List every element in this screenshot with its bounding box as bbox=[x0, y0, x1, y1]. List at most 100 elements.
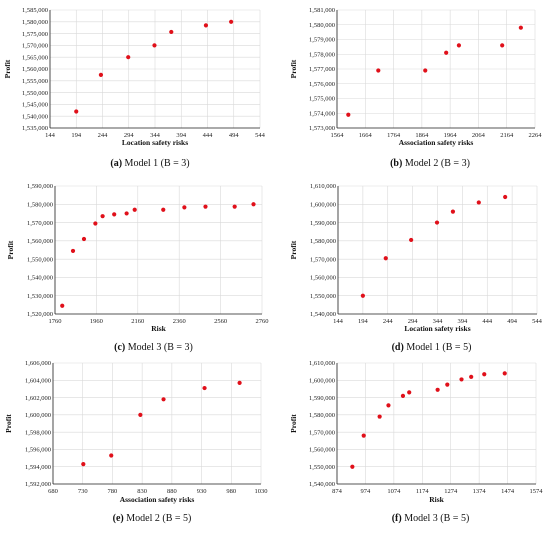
data-point bbox=[459, 377, 464, 382]
y-tick-label: 1,610,000 bbox=[310, 183, 336, 190]
data-point bbox=[132, 207, 137, 212]
x-tick-label: 780 bbox=[108, 488, 118, 495]
data-point bbox=[360, 293, 365, 298]
y-tick-label: 1,580,000 bbox=[309, 412, 335, 419]
data-point bbox=[169, 29, 174, 35]
y-tick-label: 1,560,000 bbox=[27, 238, 53, 245]
data-point bbox=[400, 393, 406, 398]
data-point bbox=[518, 25, 523, 30]
panel-caption-text: Model 2 (B = 5) bbox=[124, 513, 192, 524]
data-point bbox=[386, 403, 391, 408]
data-point bbox=[161, 207, 166, 212]
y-tick-label: 1,574,000 bbox=[309, 110, 335, 117]
data-point bbox=[251, 202, 256, 207]
data-point bbox=[70, 248, 76, 254]
x-axis-label: Risk bbox=[151, 324, 166, 333]
y-axis-label: Profit bbox=[3, 59, 12, 78]
panel-caption-text: Model 1 (B = 5) bbox=[404, 342, 472, 353]
x-tick-label: 244 bbox=[98, 132, 109, 139]
x-tick-label: 444 bbox=[482, 318, 493, 325]
x-tick-label: 2560 bbox=[214, 318, 227, 325]
data-point bbox=[482, 372, 487, 377]
data-point bbox=[500, 43, 505, 48]
y-tick-label: 1,578,000 bbox=[309, 51, 335, 58]
y-tick-label: 1,590,000 bbox=[310, 220, 336, 227]
data-point bbox=[476, 200, 481, 205]
y-tick-label: 1,565,000 bbox=[22, 54, 48, 61]
y-tick-label: 1,570,000 bbox=[22, 43, 48, 50]
panel-caption-letter: (c) bbox=[114, 342, 125, 353]
x-tick-label: 2160 bbox=[131, 318, 144, 325]
y-tick-label: 1,590,000 bbox=[27, 183, 53, 190]
y-tick-label: 1,540,000 bbox=[310, 311, 336, 318]
panel-caption-letter: (f) bbox=[392, 513, 402, 524]
x-tick-label: 494 bbox=[229, 132, 240, 139]
y-tick-label: 1,600,000 bbox=[309, 377, 335, 384]
y-tick-label: 1,590,000 bbox=[309, 395, 335, 402]
panel-caption-letter: (d) bbox=[392, 342, 404, 353]
x-axis-label: Association safety risks bbox=[399, 138, 474, 147]
x-tick-label: 874 bbox=[332, 488, 343, 495]
x-tick-label: 144 bbox=[333, 318, 344, 325]
y-tick-label: 1,555,000 bbox=[22, 78, 48, 85]
x-tick-label: 344 bbox=[433, 318, 444, 325]
y-tick-label: 1,560,000 bbox=[309, 447, 335, 454]
data-point bbox=[126, 55, 131, 60]
y-tick-label: 1,580,000 bbox=[309, 22, 335, 29]
x-tick-label: 880 bbox=[167, 488, 177, 495]
y-tick-label: 1,580,000 bbox=[310, 238, 336, 245]
x-tick-label: 1664 bbox=[359, 132, 373, 139]
chart-panel-4: 144 194 244 294 344 394 444 494 544 1,540,000 1,55… bbox=[289, 183, 543, 353]
y-tick-label: 1,540,000 bbox=[22, 113, 48, 120]
x-tick-label: 344 bbox=[150, 132, 161, 139]
panel-caption-text: Model 1 (B = 3) bbox=[122, 158, 190, 169]
data-point bbox=[409, 237, 414, 243]
chart-panel-2: 1564 1664 1764 1864 1964 2064 2164 2264 1,573,00… bbox=[289, 7, 542, 169]
data-point bbox=[502, 371, 507, 376]
y-tick-label: 1,550,000 bbox=[309, 464, 335, 471]
y-axis-label: Profit bbox=[6, 240, 15, 259]
data-point bbox=[202, 385, 207, 391]
y-tick-label: 1,520,000 bbox=[27, 311, 53, 318]
y-tick-label: 1,594,000 bbox=[25, 464, 51, 471]
y-tick-label: 1,600,000 bbox=[25, 412, 51, 419]
data-point bbox=[232, 204, 237, 209]
x-tick-label: 730 bbox=[78, 488, 88, 495]
x-axis-label: Location safety risks bbox=[404, 324, 470, 333]
x-tick-label: 544 bbox=[532, 318, 543, 325]
x-tick-label: 1864 bbox=[415, 132, 429, 139]
panel-caption: (f) Model 3 (B = 5) bbox=[392, 513, 470, 524]
data-point bbox=[346, 112, 351, 117]
data-point bbox=[407, 390, 412, 395]
x-tick-label: 974 bbox=[361, 488, 372, 495]
data-point bbox=[229, 19, 234, 24]
y-axis-label: Profit bbox=[4, 414, 13, 433]
panel-caption: (a) Model 1 (B = 3) bbox=[110, 158, 189, 169]
x-axis-label: Association safety risks bbox=[120, 495, 195, 504]
y-axis-label: Profit bbox=[289, 240, 298, 259]
panel-caption-text: Model 2 (B = 3) bbox=[402, 158, 470, 169]
x-tick-label: 144 bbox=[45, 132, 56, 139]
x-tick-label: 980 bbox=[226, 488, 236, 495]
y-tick-label: 1,570,000 bbox=[310, 256, 336, 263]
y-tick-label: 1,577,000 bbox=[309, 66, 335, 73]
x-tick-label: 244 bbox=[383, 318, 394, 325]
x-axis-label: Location safety risks bbox=[122, 138, 188, 147]
x-tick-label: 2360 bbox=[173, 318, 186, 325]
data-point bbox=[81, 462, 86, 467]
x-tick-label: 2264 bbox=[529, 132, 543, 139]
y-tick-label: 1,580,000 bbox=[22, 19, 48, 26]
y-tick-label: 1,592,000 bbox=[25, 481, 51, 488]
y-tick-label: 1,530,000 bbox=[27, 293, 53, 300]
data-point bbox=[138, 412, 143, 417]
data-point bbox=[203, 204, 208, 209]
panel-caption: (d) Model 1 (B = 5) bbox=[392, 342, 472, 353]
x-tick-label: 1474 bbox=[501, 488, 515, 495]
data-point bbox=[503, 194, 508, 200]
y-tick-label: 1,602,000 bbox=[25, 395, 51, 402]
data-point bbox=[350, 464, 355, 469]
data-point bbox=[469, 374, 474, 379]
data-point bbox=[60, 303, 65, 308]
y-tick-label: 1,604,000 bbox=[25, 377, 51, 384]
